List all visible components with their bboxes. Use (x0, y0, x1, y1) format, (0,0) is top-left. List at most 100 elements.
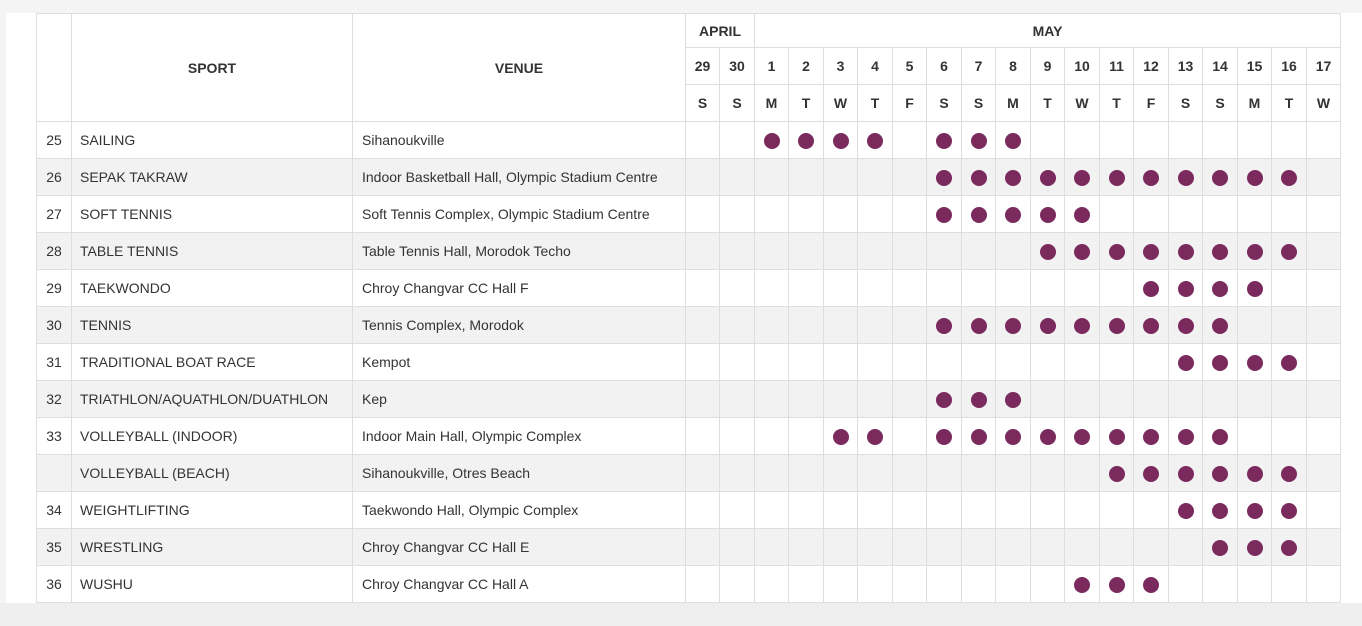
day-cell (961, 306, 996, 344)
day-cell (1306, 269, 1341, 307)
day-cell (1133, 565, 1169, 603)
day-cell (1030, 565, 1065, 603)
day-cell (1064, 121, 1100, 159)
day-cell (857, 158, 893, 196)
day-cell (788, 454, 824, 492)
day-cell (961, 380, 996, 418)
day-cell (857, 121, 893, 159)
day-cell (995, 417, 1031, 455)
day-cell (754, 158, 789, 196)
event-dot-icon (1143, 428, 1159, 445)
day-cell (1202, 121, 1238, 159)
day-cell (892, 306, 927, 344)
day-cell (1306, 565, 1341, 603)
event-dot-icon (1143, 317, 1159, 334)
day-cell (719, 417, 755, 455)
event-dot-icon (1005, 317, 1021, 334)
bottom-scroll-area (0, 603, 1362, 626)
day-cell (1030, 417, 1065, 455)
row-number: 36 (36, 565, 72, 603)
day-cell (1168, 565, 1203, 603)
day-cell (857, 380, 893, 418)
event-dot-icon (1143, 465, 1159, 482)
day-cell (892, 454, 927, 492)
day-cell (1271, 528, 1307, 566)
event-dot-icon (1246, 243, 1263, 260)
day-cell (1202, 528, 1238, 566)
weekday-header: S (719, 84, 755, 122)
day-cell (892, 565, 927, 603)
event-dot-icon (1281, 243, 1297, 260)
date-header: 5 (892, 47, 927, 85)
day-cell (926, 491, 962, 529)
event-dot-icon (1212, 280, 1228, 297)
day-cell (1271, 121, 1307, 159)
day-cell (1237, 528, 1272, 566)
day-cell (1064, 417, 1100, 455)
row-number: 35 (36, 528, 72, 566)
row-number: 32 (36, 380, 72, 418)
table-row: 33 VOLLEYBALL (INDOOR) Indoor Main Hall, O… (36, 417, 1341, 455)
sport-name: TENNIS (71, 306, 353, 344)
day-cell (788, 306, 824, 344)
day-cell (788, 380, 824, 418)
day-cell (857, 417, 893, 455)
sport-name: TABLE TENNIS (71, 232, 353, 270)
date-header: 11 (1099, 47, 1134, 85)
day-cell (892, 491, 927, 529)
day-cell (1237, 565, 1272, 603)
day-cell (926, 269, 962, 307)
day-cell (1133, 232, 1169, 270)
day-cell (857, 565, 893, 603)
day-cell (685, 454, 720, 492)
day-cell (788, 195, 824, 233)
day-cell (1168, 417, 1203, 455)
event-dot-icon (1281, 502, 1297, 519)
day-cell (1133, 454, 1169, 492)
day-cell (995, 269, 1031, 307)
day-cell (926, 121, 962, 159)
day-cell (857, 232, 893, 270)
day-cell (1168, 121, 1203, 159)
day-cell (926, 343, 962, 381)
day-cell (995, 454, 1031, 492)
event-dot-icon (936, 317, 952, 334)
day-cell (685, 158, 720, 196)
event-dot-icon (1005, 132, 1021, 149)
row-number: 29 (36, 269, 72, 307)
day-cell (1237, 306, 1272, 344)
day-cell (685, 343, 720, 381)
venue-name: Table Tennis Hall, Morodok Techo (352, 232, 686, 270)
day-cell (754, 454, 789, 492)
sport-name: SAILING (71, 121, 353, 159)
day-cell (823, 491, 858, 529)
day-cell (1133, 417, 1169, 455)
event-dot-icon (1246, 502, 1263, 519)
event-dot-icon (1074, 206, 1090, 223)
event-dot-icon (1212, 428, 1228, 445)
weekday-header: S (1168, 84, 1203, 122)
day-cell (892, 121, 927, 159)
day-cell (754, 380, 789, 418)
table-row: 32 TRIATHLON/AQUATHLON/DUATHLON Kep (36, 380, 1341, 418)
event-dot-icon (970, 428, 987, 445)
event-dot-icon (1143, 243, 1159, 260)
event-dot-icon (936, 132, 952, 149)
table-body: 25 SAILING Sihanoukville 26 SEPAK TAKRAW Indo… (36, 121, 1341, 603)
event-dot-icon (1108, 169, 1125, 186)
day-cell (1306, 454, 1341, 492)
day-cell (1030, 121, 1065, 159)
day-cell (926, 195, 962, 233)
event-dot-icon (1281, 169, 1297, 186)
weekday-header: M (1237, 84, 1272, 122)
event-dot-icon (1074, 576, 1090, 593)
date-header: 2 (788, 47, 824, 85)
day-cell (685, 121, 720, 159)
day-cell (1237, 380, 1272, 418)
event-dot-icon (1108, 576, 1125, 593)
day-cell (1202, 417, 1238, 455)
event-dot-icon (1177, 243, 1194, 260)
day-cell (1202, 491, 1238, 529)
event-dot-icon (1039, 428, 1056, 445)
day-cell (719, 306, 755, 344)
